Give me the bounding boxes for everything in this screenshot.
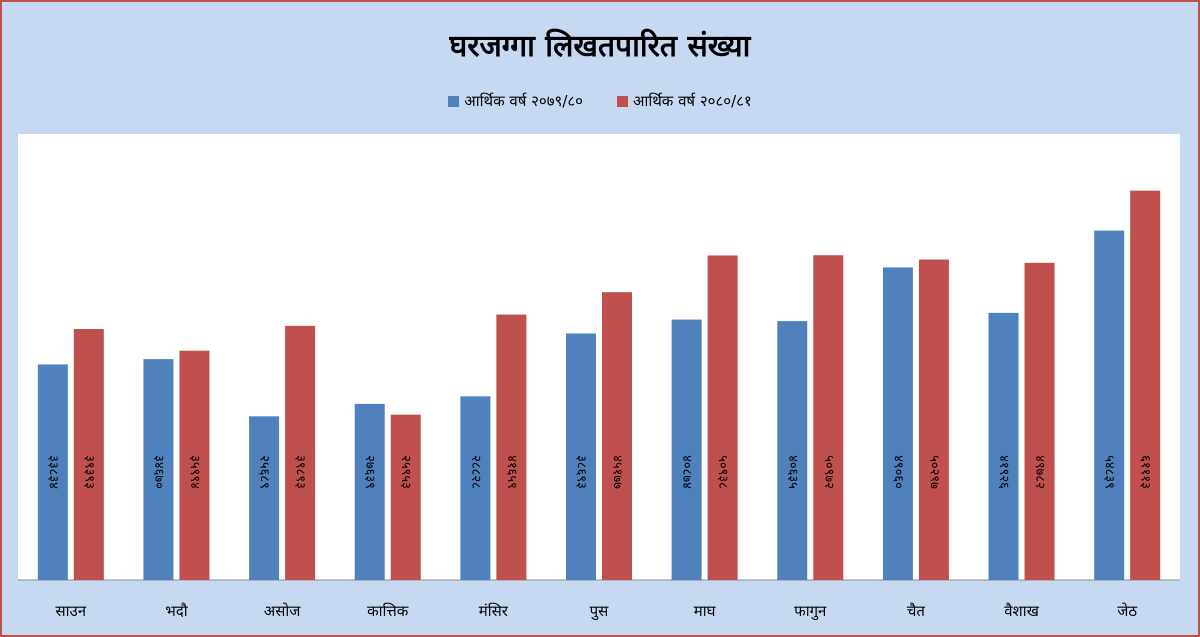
bar-series-1-10	[1094, 230, 1125, 580]
legend-item-series-1: आर्थिक वर्ष २०७९/८०	[448, 91, 583, 111]
bar-series-2-2	[285, 325, 316, 580]
x-tick-label-9: वैशाख	[1004, 602, 1039, 620]
bar-series-2-6	[707, 255, 738, 580]
bar-series-1-2	[249, 416, 280, 580]
bar-series-1-7	[777, 321, 808, 580]
bar-series-2-8	[918, 259, 949, 580]
bar-series-2-0	[73, 329, 104, 580]
x-tick-labels: साउन भदौ असोज कात्तिक मंसिर पुस माघ फागुन चैत वैश…	[56, 602, 1138, 621]
data-label-series-2-0: ३९३९३	[81, 455, 96, 489]
plot-area	[18, 134, 1180, 580]
bar-series-2-1	[179, 350, 210, 580]
bar-series-1-6	[671, 319, 702, 580]
data-label-series-2-1: ३५९९४	[187, 455, 202, 489]
bar-series-2-5	[602, 292, 632, 580]
data-label-series-1-1: ३४६७०	[151, 455, 166, 489]
x-tick-label-2: असोज	[264, 602, 301, 620]
bar-series-2-9	[1024, 262, 1055, 580]
data-label-series-2-3: २५९५३	[398, 455, 413, 489]
data-label-series-1-3: २७६३९	[362, 455, 377, 489]
data-label-series-1-4: २८८२८	[468, 455, 483, 489]
x-tick-label-4: मंसिर	[479, 602, 509, 620]
chart-legend: आर्थिक वर्ष २०७९/८० आर्थिक वर्ष २०८०/८१	[2, 91, 1198, 111]
x-tick-label-10: जेठ	[1117, 602, 1137, 620]
x-tick-label-5: पुस	[590, 602, 610, 621]
data-label-series-1-7: ४०६३५	[785, 455, 800, 489]
data-label-series-2-10: ६१११३	[1138, 455, 1153, 489]
data-label-series-2-6: ५०९३८	[715, 455, 730, 489]
bar-series-2-10	[1130, 190, 1161, 581]
data-label-series-2-8: ५०२९७	[926, 455, 941, 489]
bars-group: ३३८३४ ३९३९३ ३४६७० ३५९९४ २५६८९ ३९८९३ २७६३९ २५९५३…	[37, 190, 1161, 581]
bar-series-2-3	[390, 414, 421, 580]
bar-series-1-0	[37, 364, 68, 580]
x-tick-label-8: चैत	[907, 602, 926, 620]
x-tick-label-3: कात्तिक	[367, 602, 409, 620]
legend-label-series-2: आर्थिक वर्ष २०८०/८१	[633, 92, 752, 110]
bar-series-1-8	[882, 267, 913, 580]
legend-label-series-1: आर्थिक वर्ष २०७९/८०	[464, 92, 583, 110]
data-label-series-1-8: ४९०६०	[890, 455, 905, 489]
bar-series-1-9	[988, 312, 1019, 580]
legend-swatch-series-2	[617, 95, 628, 107]
x-tick-label-0: साउन	[56, 602, 87, 620]
bar-series-2-7	[813, 255, 844, 581]
bar-series-1-4	[460, 396, 491, 580]
data-label-series-2-5: ४५१७७	[610, 455, 625, 489]
bar-series-1-3	[354, 403, 385, 580]
bar-series-1-5	[566, 333, 596, 580]
data-label-series-2-2: ३९८९३	[293, 455, 308, 489]
data-label-series-1-0: ३३८३४	[45, 455, 60, 489]
bar-series-2-4	[496, 314, 527, 580]
legend-item-series-2: आर्थिक वर्ष २०८०/८१	[617, 91, 752, 111]
data-label-series-2-9: ४९७८२	[1032, 455, 1047, 489]
data-label-series-2-4: ४१६५९	[504, 455, 519, 489]
bar-series-1-1	[143, 359, 174, 580]
x-tick-label-7: फागुन	[794, 602, 827, 621]
chart-title: घरजग्गा लिखतपारित संख्या	[449, 29, 751, 64]
data-label-series-2-7: ५०९७२	[821, 455, 836, 489]
x-tick-label-1: भदौ	[165, 602, 189, 620]
legend-swatch-series-1	[448, 95, 460, 107]
data-label-series-1-2: २५६८९	[257, 455, 272, 489]
x-tick-label-6: माघ	[694, 602, 717, 620]
data-label-series-1-9: ४१९२६	[996, 455, 1011, 489]
data-label-series-1-6: ४०८७४	[679, 455, 694, 489]
data-label-series-1-10: ५४८३९	[1102, 455, 1117, 489]
data-label-series-1-5: ३८६९३	[574, 455, 589, 489]
